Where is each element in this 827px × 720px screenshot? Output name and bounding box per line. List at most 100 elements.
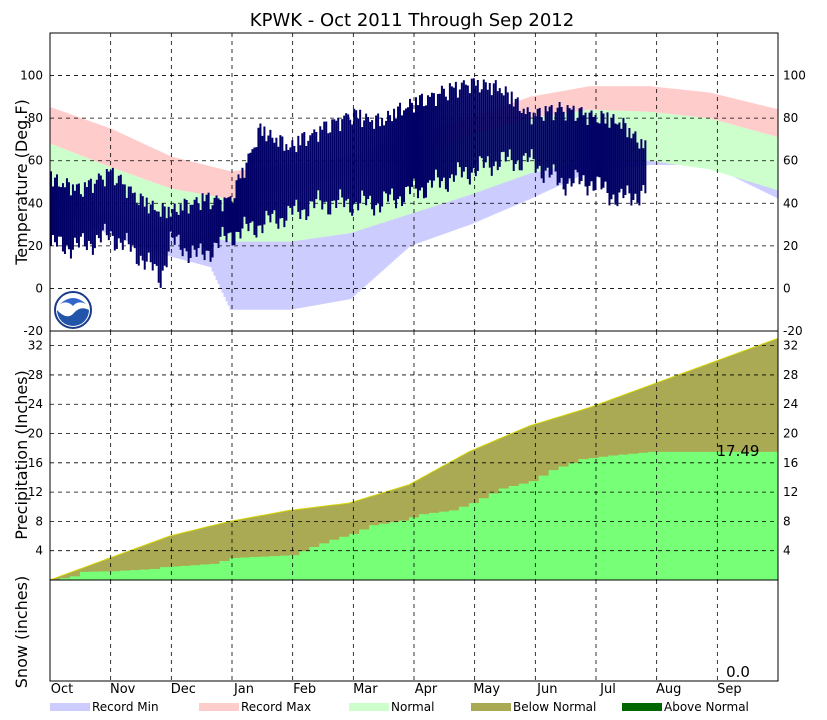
record-min-bar [432,206,436,238]
record-min-bar [496,184,500,213]
record-min-bar [177,230,181,259]
record-max-bar [634,86,637,112]
record-min-bar [369,226,372,282]
record-min-bar [430,206,434,239]
record-max-bar [173,157,177,190]
record-max-bar [50,107,53,144]
record-max-bar [670,88,673,115]
month-label: Oct [51,682,73,697]
record-max-bar [125,136,129,173]
record-max-bar [133,139,137,176]
record-min-bar [426,208,430,240]
precip-tick-label-right: 20 [783,427,798,441]
record-min-bar [534,172,538,197]
normal-bar [51,144,55,194]
normal-bar [159,184,163,227]
normal-bar [626,110,630,161]
record-min-bar [227,241,231,306]
normal-bar [642,111,645,161]
normal-bar [331,179,334,236]
record-min-bar [456,198,460,229]
record-min-bar [744,180,747,183]
record-max-bar [770,107,773,136]
normal-bar [287,188,290,242]
record-min-bar [281,241,284,310]
record-min-bar [331,235,334,303]
record-min-bar [458,197,462,229]
record-min-bar [287,241,290,310]
normal-bar [680,115,683,166]
record-min-bar [365,227,368,285]
normal-bar [295,187,298,241]
record-max-bar [620,86,624,111]
record-max-bar [225,170,229,199]
record-min-bar [746,180,749,184]
record-max-bar [762,105,765,133]
record-min-bar [514,178,518,205]
record-min-bar [243,241,247,310]
precip-tick-label-left: 12 [28,485,43,499]
record-min-bar [658,162,661,165]
record-max-bar [149,147,153,182]
record-min-bar [460,197,464,228]
normal-bar [722,121,725,174]
record-max-bar [734,98,737,126]
record-min-bar [760,185,763,191]
record-max-bar [724,96,727,123]
record-min-bar [414,212,418,244]
record-min-bar [646,160,649,166]
record-max-bar [752,103,755,131]
record-max-bar [542,94,546,117]
record-min-bar [363,228,366,287]
record-min-bar [538,171,542,195]
record-max-bar [95,123,99,162]
record-min-bar [229,241,233,310]
normal-bar [734,125,737,178]
normal-bar [702,117,705,169]
temp-tick-label-left: 20 [28,239,43,253]
record-max-bar [121,134,125,172]
normal-bar [756,131,759,184]
record-min-bar [480,190,484,220]
normal-bar [676,114,679,165]
record-max-bar [83,119,87,157]
record-max-bar [712,93,715,120]
normal-bar [684,115,687,166]
record-max-bar [127,137,131,174]
record-max-bar [750,102,753,130]
record-max-bar [123,135,127,173]
record-min-bar [482,189,486,219]
normal-bar [355,173,358,232]
normal-bar [91,160,95,208]
record-min-bar [752,182,755,187]
record-max-bar [89,121,93,160]
record-min-bar [249,241,253,310]
record-max-bar [165,154,169,187]
record-min-bar [502,182,506,211]
record-max-bar [702,91,705,118]
record-min-bar [333,235,336,302]
record-min-bar [293,241,296,310]
record-min-bar [770,188,773,196]
record-min-bar [674,164,677,165]
record-min-bar [297,240,300,309]
record-min-bar [524,174,528,201]
record-min-bar [442,203,446,234]
record-max-bar [586,86,590,110]
precip-tick-label-left: 24 [28,397,43,411]
record-min-bar [526,174,530,200]
record-max-bar [704,92,707,118]
record-max-bar [556,91,560,115]
record-min-bar [289,241,292,310]
record-min-bar [420,210,424,242]
record-min-bar [452,199,456,231]
record-max-bar [107,128,111,167]
record-max-bar [51,108,55,145]
normal-bar [313,183,316,239]
record-min-bar [263,241,267,310]
record-max-bar [608,86,612,111]
record-min-bar [373,225,376,278]
record-max-bar [147,146,151,181]
temp-tick-label-left: -20 [23,324,43,338]
normal-bar [764,133,767,187]
